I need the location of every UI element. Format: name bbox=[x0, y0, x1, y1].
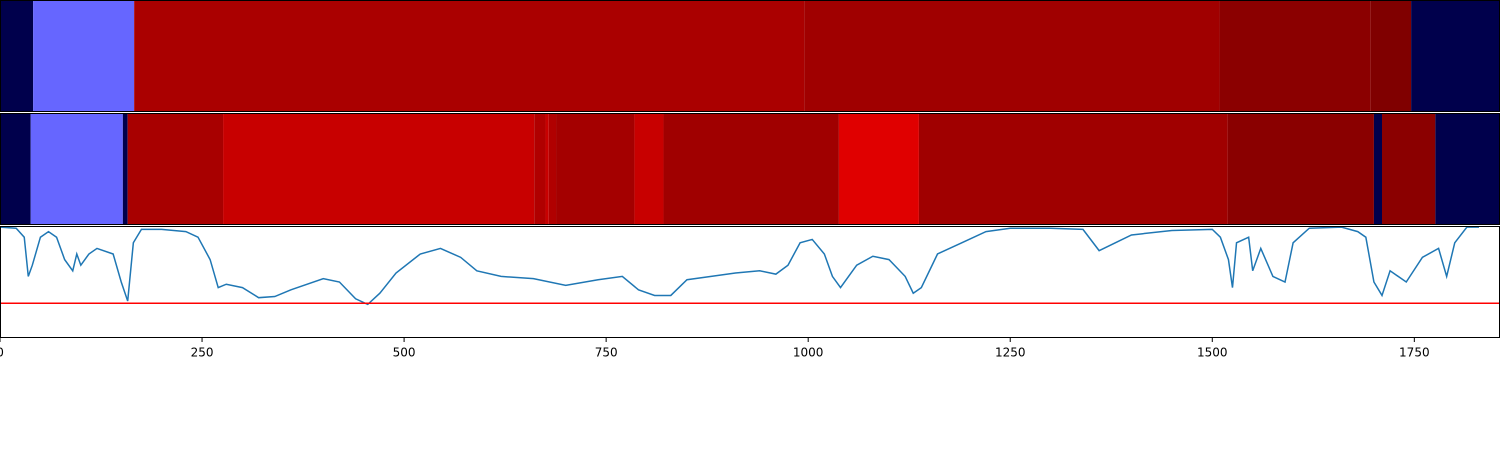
band-segment bbox=[534, 113, 546, 225]
band-segment bbox=[548, 113, 557, 225]
band-segment bbox=[1227, 113, 1374, 225]
x-tick-label: 1000 bbox=[793, 346, 824, 360]
band-segment bbox=[918, 113, 1228, 225]
x-tick-label: 1500 bbox=[1197, 346, 1228, 360]
band-segment bbox=[1411, 0, 1500, 112]
band-segment bbox=[838, 113, 919, 225]
x-tick-label: 1250 bbox=[995, 346, 1026, 360]
x-tick-label: 750 bbox=[595, 346, 618, 360]
x-tick-label: 0 bbox=[0, 346, 4, 360]
band-segment bbox=[634, 113, 664, 225]
band-segment bbox=[223, 113, 535, 225]
band-segment bbox=[0, 0, 34, 112]
band-segment bbox=[122, 113, 128, 225]
band-segment bbox=[30, 113, 123, 225]
x-tick-label: 1750 bbox=[1399, 346, 1430, 360]
band-segment bbox=[33, 0, 135, 112]
band-segment bbox=[556, 113, 635, 225]
x-tick-label: 250 bbox=[191, 346, 214, 360]
band-segment bbox=[1219, 0, 1371, 112]
band-segment bbox=[663, 113, 839, 225]
band-segment bbox=[134, 0, 805, 112]
band-segment bbox=[1370, 0, 1412, 112]
data-line bbox=[0, 226, 1479, 306]
panel-frame bbox=[0, 226, 1500, 338]
band-segment bbox=[127, 113, 224, 225]
band-segment bbox=[1373, 113, 1383, 225]
band-segment bbox=[1382, 113, 1436, 225]
x-tick-label: 500 bbox=[393, 346, 416, 360]
band-segment bbox=[1435, 113, 1500, 225]
band-segment bbox=[0, 113, 31, 225]
band-segment bbox=[804, 0, 1220, 112]
band-segment bbox=[545, 113, 549, 225]
